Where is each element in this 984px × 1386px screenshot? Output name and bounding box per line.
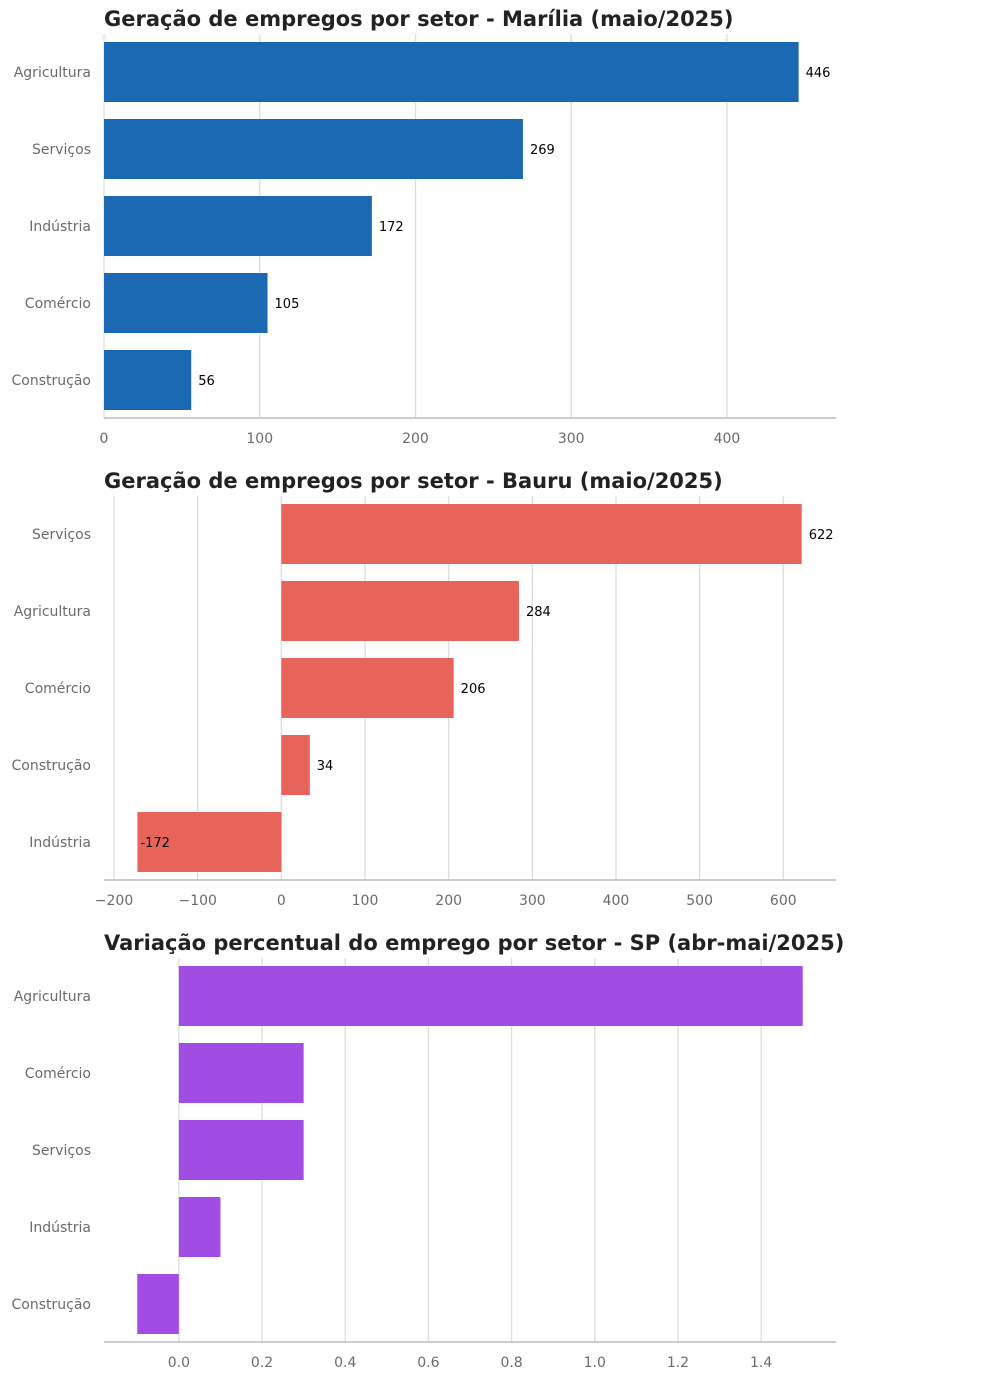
- x-tick-label: 600: [770, 893, 797, 909]
- x-tick-label: 200: [402, 431, 429, 447]
- x-tick-label: 0.6: [417, 1355, 439, 1371]
- bar-comercio: [281, 658, 454, 718]
- x-tick-label: 0.4: [334, 1355, 356, 1371]
- bar-construcao: [137, 1274, 179, 1334]
- x-tick-label: 1.0: [584, 1355, 606, 1371]
- category-label: Construção: [12, 373, 91, 389]
- category-label: Comércio: [25, 296, 91, 312]
- category-label: Indústria: [29, 1220, 91, 1236]
- x-tick-label: 200: [435, 893, 462, 909]
- category-label: Comércio: [25, 1066, 91, 1082]
- bar-servicos: [178, 1120, 304, 1180]
- x-tick-label: 0.2: [251, 1355, 273, 1371]
- data-label: 56: [198, 374, 215, 389]
- x-tick-label: 300: [558, 431, 585, 447]
- chart-marilia-svg: Agricultura Serviços Indústria Comércio Cons…: [12, 7, 836, 447]
- chart-sp-variation-svg: Agricultura Comércio Serviços Indústria Cons…: [12, 931, 845, 1371]
- chart-marilia: Agricultura Serviços Indústria Comércio Cons…: [0, 0, 984, 462]
- bar-agricultura: [281, 581, 519, 641]
- category-label: Serviços: [32, 1143, 91, 1159]
- data-label: 105: [275, 297, 300, 312]
- data-label: 172: [379, 220, 404, 235]
- chart-sp-variation: Agricultura Comércio Serviços Indústria Cons…: [0, 924, 984, 1386]
- data-label: 206: [461, 682, 486, 697]
- x-tick-label: 1.2: [667, 1355, 689, 1371]
- category-label: Indústria: [29, 835, 91, 851]
- data-label: 622: [809, 528, 834, 543]
- x-tick-label: −200: [95, 893, 133, 909]
- category-label: Indústria: [29, 219, 91, 235]
- bar-industria: [178, 1197, 221, 1257]
- x-tick-label: 100: [352, 893, 379, 909]
- category-label: Construção: [12, 758, 91, 774]
- x-tick-label: 0.0: [168, 1355, 190, 1371]
- data-label: 34: [317, 759, 334, 774]
- data-label: 269: [530, 143, 555, 158]
- bar-construcao: [104, 350, 192, 410]
- x-tick-label: 0.8: [500, 1355, 522, 1371]
- category-label: Serviços: [32, 142, 91, 158]
- x-tick-label: −100: [178, 893, 216, 909]
- x-tick-label: 1.4: [750, 1355, 772, 1371]
- chart-title: Geração de empregos por setor - Marília …: [104, 7, 734, 31]
- x-tick-label: 300: [519, 893, 546, 909]
- category-label: Comércio: [25, 681, 91, 697]
- bar-industria: [137, 812, 282, 872]
- x-tick-label: 400: [603, 893, 630, 909]
- data-label: -172: [140, 836, 170, 851]
- x-tick-label: 400: [714, 431, 741, 447]
- bar-agricultura: [104, 42, 799, 102]
- bar-industria: [104, 196, 372, 256]
- chart-bauru: Serviços Agricultura Comércio Construção Ind…: [0, 462, 984, 924]
- category-label: Agricultura: [14, 989, 91, 1005]
- x-tick-label: 0: [277, 893, 286, 909]
- bar-comercio: [104, 273, 268, 333]
- x-tick-label: 500: [686, 893, 713, 909]
- data-label: 446: [806, 66, 831, 81]
- chart-bauru-svg: Serviços Agricultura Comércio Construção Ind…: [12, 469, 836, 909]
- x-tick-label: 0: [100, 431, 109, 447]
- bar-agricultura: [178, 966, 803, 1026]
- bar-comercio: [178, 1043, 304, 1103]
- chart-title: Variação percentual do emprego por setor…: [104, 931, 844, 955]
- bar-servicos: [104, 119, 523, 179]
- bar-servicos: [281, 504, 802, 564]
- bar-construcao: [281, 735, 310, 795]
- category-label: Agricultura: [14, 65, 91, 81]
- chart-title: Geração de empregos por setor - Bauru (m…: [104, 469, 723, 493]
- category-label: Agricultura: [14, 604, 91, 620]
- category-label: Serviços: [32, 527, 91, 543]
- x-tick-label: 100: [246, 431, 273, 447]
- category-label: Construção: [12, 1297, 91, 1313]
- data-label: 284: [526, 605, 551, 620]
